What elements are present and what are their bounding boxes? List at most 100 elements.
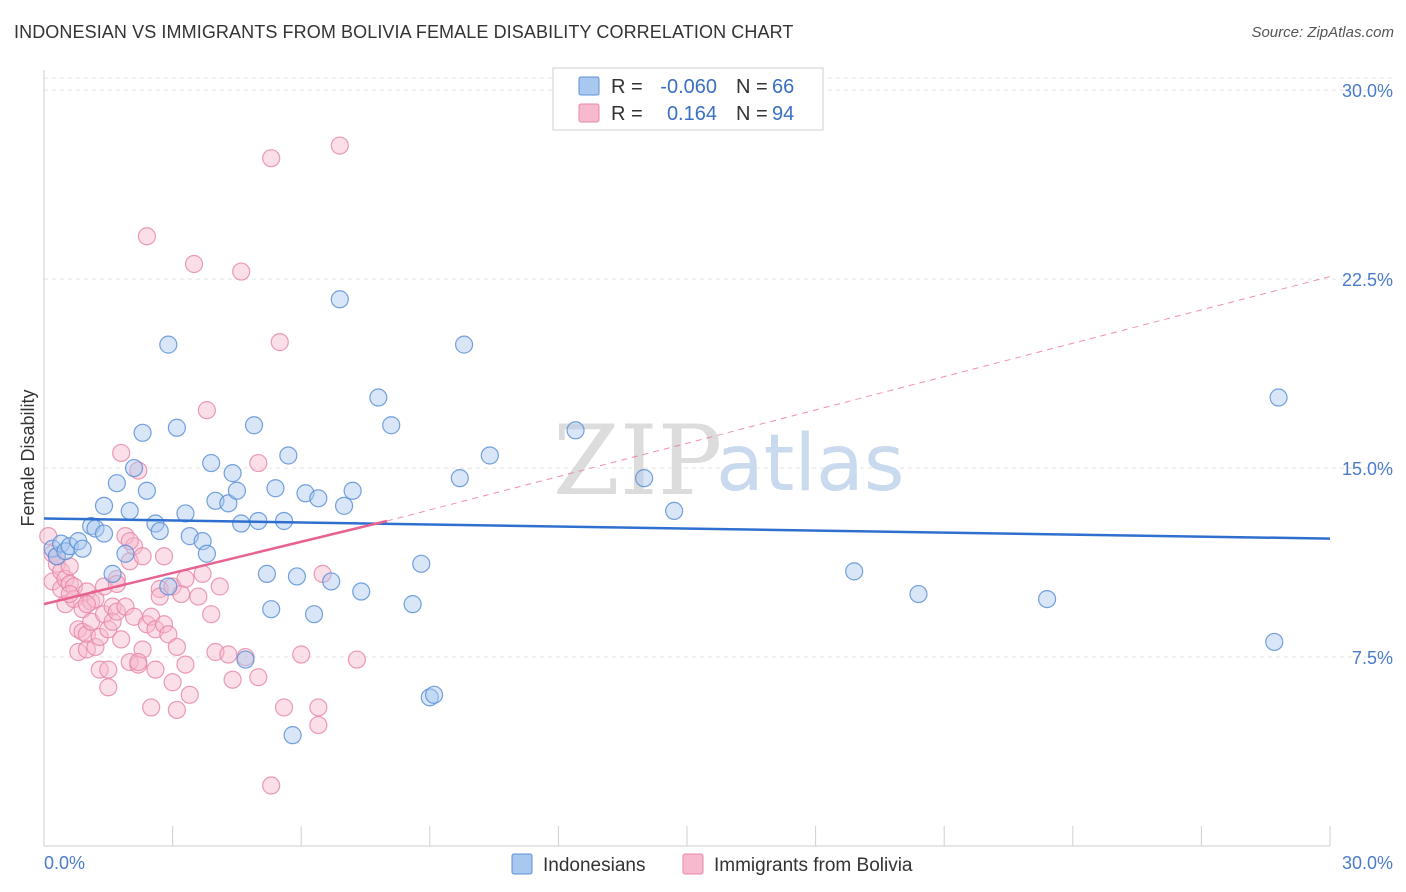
bottom-legend-swatch-bolivia bbox=[682, 853, 704, 875]
point-bolivia bbox=[60, 557, 79, 576]
legend-r-value-1: -0.060 bbox=[660, 76, 717, 98]
point-indonesians bbox=[287, 567, 307, 586]
point-bolivia bbox=[129, 652, 148, 672]
point-indonesians bbox=[480, 446, 499, 465]
point-indonesians bbox=[1037, 589, 1057, 609]
y-tick-label: 15.0% bbox=[1342, 459, 1393, 479]
trend-line-bolivia bbox=[43, 519, 388, 606]
y-tick-label: 30.0% bbox=[1342, 81, 1393, 101]
point-bolivia bbox=[142, 698, 161, 717]
point-indonesians bbox=[159, 577, 178, 596]
point-indonesians bbox=[257, 564, 277, 583]
point-indonesians bbox=[909, 584, 928, 604]
point-indonesians bbox=[120, 501, 139, 521]
point-bolivia bbox=[249, 668, 268, 687]
point-bolivia bbox=[262, 776, 281, 795]
point-indonesians bbox=[412, 554, 431, 573]
series-legend: Indonesians Immigrants from Bolivia bbox=[511, 853, 913, 876]
point-indonesians bbox=[424, 685, 444, 704]
legend-n-value-1: 66 bbox=[772, 76, 794, 98]
legend-r-label-2: R = bbox=[611, 103, 643, 125]
point-indonesians bbox=[244, 416, 264, 435]
trend-line-indonesians bbox=[43, 517, 1331, 540]
x-axis-ticks bbox=[172, 826, 1331, 846]
point-indonesians bbox=[450, 469, 469, 488]
point-bolivia bbox=[103, 612, 122, 631]
point-indonesians bbox=[232, 514, 251, 533]
point-bolivia bbox=[99, 660, 118, 679]
point-bolivia bbox=[262, 149, 281, 168]
point-bolivia bbox=[112, 630, 131, 649]
point-indonesians bbox=[137, 481, 156, 500]
point-bolivia bbox=[167, 700, 186, 720]
point-bolivia bbox=[167, 637, 186, 657]
point-indonesians bbox=[262, 600, 281, 619]
point-bolivia bbox=[309, 698, 328, 717]
point-indonesians bbox=[94, 496, 114, 515]
point-indonesians bbox=[566, 421, 585, 440]
point-bolivia bbox=[86, 637, 105, 657]
point-indonesians bbox=[124, 458, 144, 478]
point-bolivia bbox=[270, 333, 289, 352]
point-bolivia bbox=[154, 615, 174, 634]
legend-r-label-1: R = bbox=[611, 76, 643, 98]
point-bolivia bbox=[347, 650, 367, 669]
grid-lines bbox=[44, 77, 1393, 658]
point-indonesians bbox=[167, 418, 186, 437]
point-indonesians bbox=[202, 453, 221, 473]
point-bolivia bbox=[77, 595, 96, 614]
point-indonesians bbox=[283, 726, 302, 745]
point-indonesians bbox=[150, 521, 169, 541]
point-bolivia bbox=[184, 254, 204, 274]
stats-legend: R = -0.060 N = 66 R = 0.164 N = 94 bbox=[552, 67, 824, 131]
legend-n-label-2: N = bbox=[736, 103, 768, 125]
point-bolivia bbox=[197, 401, 216, 420]
point-indonesians bbox=[73, 539, 92, 558]
point-indonesians bbox=[197, 544, 216, 563]
point-indonesians bbox=[343, 481, 362, 500]
legend-swatch-indonesians bbox=[578, 76, 600, 96]
trend-line-bolivia-extension bbox=[386, 276, 1331, 522]
y-tick-label: 7.5% bbox=[1352, 648, 1393, 668]
x-tick-min: 0.0% bbox=[44, 853, 85, 873]
point-bolivia bbox=[163, 673, 182, 692]
point-indonesians bbox=[223, 464, 242, 483]
point-indonesians bbox=[304, 605, 324, 624]
point-bolivia bbox=[232, 262, 251, 281]
point-indonesians bbox=[103, 564, 122, 583]
point-bolivia bbox=[292, 645, 311, 664]
legend-n-label-1: N = bbox=[736, 76, 768, 98]
point-bolivia bbox=[202, 605, 221, 624]
legend-swatch-bolivia bbox=[578, 103, 600, 123]
point-indonesians bbox=[107, 474, 126, 493]
point-indonesians bbox=[635, 469, 654, 488]
point-indonesians bbox=[94, 524, 114, 543]
point-bolivia bbox=[330, 136, 349, 155]
x-tick-max: 30.0% bbox=[1342, 853, 1393, 873]
trend-lines bbox=[43, 276, 1331, 606]
bottom-legend-swatch-indonesians bbox=[511, 853, 533, 875]
chart-title: INDONESIAN VS IMMIGRANTS FROM BOLIVIA FE… bbox=[14, 22, 794, 42]
point-bolivia bbox=[159, 625, 178, 644]
point-indonesians bbox=[382, 416, 401, 435]
point-indonesians bbox=[334, 496, 354, 515]
point-bolivia bbox=[249, 453, 268, 473]
point-bolivia bbox=[107, 602, 126, 621]
point-bolivia bbox=[112, 443, 131, 463]
y-tick-label: 22.5% bbox=[1342, 270, 1393, 290]
point-indonesians bbox=[159, 335, 178, 354]
point-bolivia bbox=[219, 645, 238, 664]
point-bolivia bbox=[210, 577, 229, 596]
y-axis-label: Female Disability bbox=[18, 389, 38, 526]
point-bolivia bbox=[137, 227, 156, 246]
point-indonesians bbox=[403, 595, 422, 614]
point-bolivia bbox=[309, 715, 328, 735]
point-indonesians bbox=[352, 582, 371, 601]
point-bolivia bbox=[223, 670, 242, 689]
point-indonesians bbox=[219, 494, 238, 513]
point-indonesians bbox=[1269, 388, 1288, 407]
point-indonesians bbox=[279, 446, 298, 465]
point-indonesians bbox=[454, 335, 474, 354]
point-bolivia bbox=[189, 587, 208, 606]
